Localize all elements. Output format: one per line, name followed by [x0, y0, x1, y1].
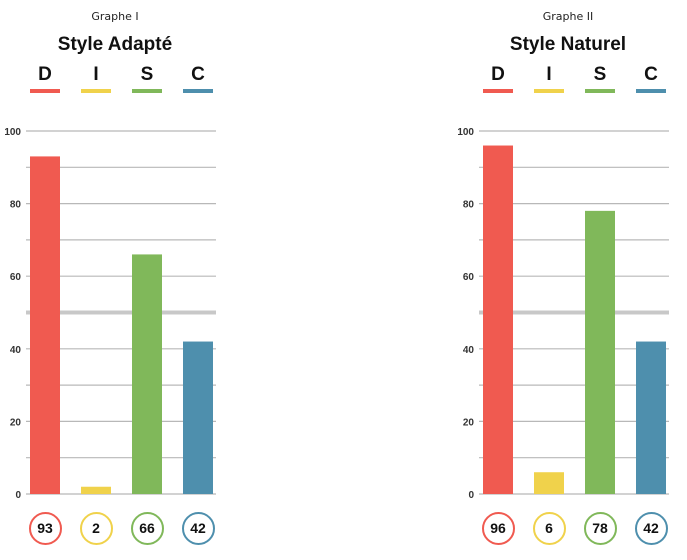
y-tick-label: 80: [10, 200, 22, 211]
y-tick-label: 0: [468, 490, 474, 501]
bar-i: [81, 486, 111, 494]
bar-s: [132, 254, 162, 494]
value-badge-s: 66: [130, 512, 164, 545]
bar-d: [30, 156, 60, 494]
y-tick-label: 40: [10, 345, 22, 356]
y-tick-label: 60: [463, 272, 475, 283]
y-tick-label: 20: [463, 417, 475, 428]
y-tick-label: 0: [15, 490, 21, 501]
bar-c: [183, 341, 213, 494]
value-badge-s: 78: [583, 512, 617, 545]
chart-caption: Graphe I: [91, 10, 139, 23]
legend-swatch-c: [183, 89, 213, 93]
legend-swatch-c: [636, 89, 666, 93]
legend-swatch-s: [585, 89, 615, 93]
legend-letter-c: C: [644, 64, 658, 85]
value-badge-d: 93: [28, 512, 62, 545]
legend-swatch-i: [81, 89, 111, 93]
bar-d: [483, 145, 513, 494]
y-tick-label: 80: [463, 200, 475, 211]
chart-title: Style Adapté: [57, 34, 173, 55]
bar-s: [585, 210, 615, 495]
bar-chart: 0 20 40 60 80 100: [4, 127, 216, 501]
value-badge-d: 96: [481, 512, 515, 545]
y-tick-label: 100: [457, 127, 474, 138]
y-tick-label: 100: [4, 127, 21, 138]
legend-letter-s: S: [140, 64, 154, 85]
legend-swatch-d: [483, 89, 513, 93]
legend-letter-i: I: [93, 64, 99, 85]
legend-letter-i: I: [546, 64, 552, 85]
legend-letter-c: C: [191, 64, 205, 85]
y-tick-label: 20: [10, 417, 22, 428]
legend-letter-d: D: [38, 64, 52, 85]
value-badge-i: 2: [79, 512, 113, 545]
bar-c: [636, 341, 666, 494]
value-badge-c: 42: [634, 512, 668, 545]
bar-chart: 0 20 40 60 80 100: [457, 127, 669, 501]
value-badge-c: 42: [181, 512, 215, 545]
chart-panel-naturel: Graphe II Style Naturel D I S C 0 20 40 60 80 10…: [453, 0, 683, 560]
y-tick-label: 40: [463, 345, 475, 356]
chart-caption: Graphe II: [542, 10, 594, 23]
legend-swatch-s: [132, 89, 162, 93]
chart-title: Style Naturel: [509, 34, 627, 55]
legend-letter-d: D: [491, 64, 505, 85]
legend-letter-s: S: [593, 64, 607, 85]
value-badge-i: 6: [532, 512, 566, 545]
bar-i: [534, 472, 564, 494]
legend-swatch-i: [534, 89, 564, 93]
legend-swatch-d: [30, 89, 60, 93]
y-tick-label: 60: [10, 272, 22, 283]
